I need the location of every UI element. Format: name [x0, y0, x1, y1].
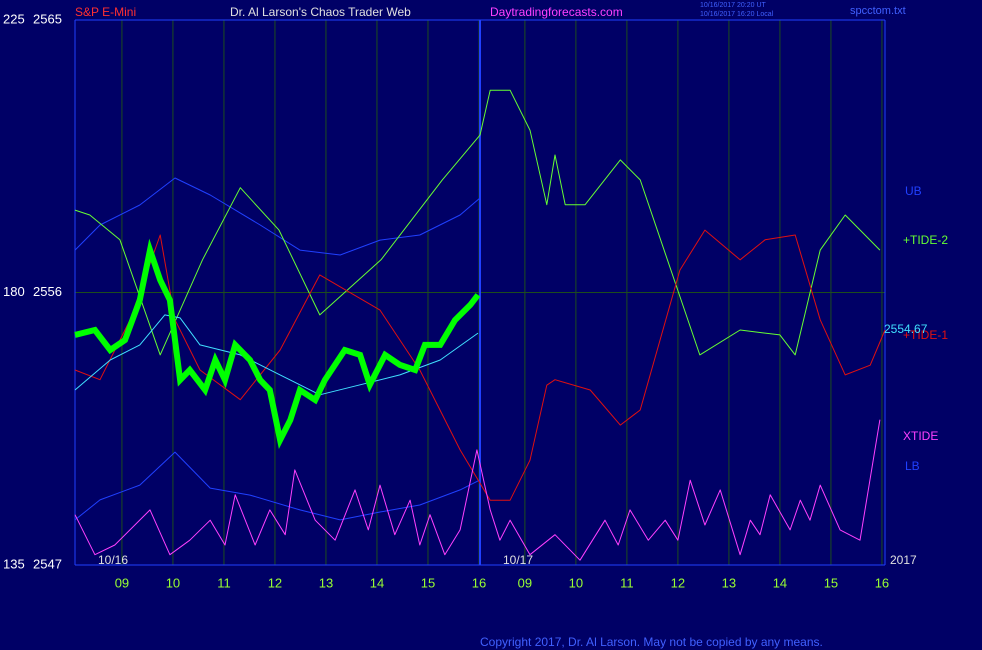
instrument: S&P E-Mini [75, 5, 136, 19]
x-tick-label: 12 [268, 575, 282, 590]
y-tick-label: 2547 [33, 556, 62, 571]
series-line [74, 89, 881, 356]
footer: Copyright 2017, Dr. Al Larson. May not b… [480, 635, 823, 649]
x-tick-label: 10 [569, 575, 583, 590]
y-tick-label: 2556 [33, 284, 62, 299]
chart-title: Dr. Al Larson's Chaos Trader Web [230, 5, 411, 19]
y2-tick-label: 135 [3, 556, 25, 571]
series-line [74, 451, 481, 521]
date-label: 10/16 [98, 553, 128, 567]
year-label: 2017 [890, 553, 917, 567]
series-line [74, 238, 481, 449]
series-line [74, 419, 881, 561]
x-tick-label: 10 [166, 575, 180, 590]
series-group [74, 89, 886, 561]
y2-tick-label: 180 [3, 284, 25, 299]
x-tick-label: 13 [722, 575, 736, 590]
y-tick-label: 2565 [33, 11, 62, 26]
legend-label: XTIDE [903, 429, 938, 443]
x-tick-label: 11 [217, 575, 231, 590]
y2-tick-label: 225 [3, 11, 25, 26]
label-group: 09 10 11 12 13 14 15 16 09 10 11 12 13 14 15 16 2547 2556… [3, 11, 948, 590]
x-tick-label: 12 [671, 575, 685, 590]
x-tick-label: 14 [370, 575, 384, 590]
x-tick-label: 09 [518, 575, 532, 590]
legend-label: +TIDE-2 [903, 233, 948, 247]
series-line [74, 229, 886, 501]
series-line [74, 177, 481, 256]
x-tick-label: 15 [824, 575, 838, 590]
legend-label: UB [905, 184, 922, 198]
x-tick-label: 09 [115, 575, 129, 590]
x-tick-label: 13 [319, 575, 333, 590]
x-tick-label: 14 [773, 575, 787, 590]
date-label: 10/17 [503, 553, 533, 567]
timestamp: 10/16/2017 20:20 UT [700, 2, 766, 9]
timestamp: 10/16/2017 16:20 Local [700, 11, 774, 18]
filename: spcctom.txt [850, 5, 906, 17]
last-price: 2554.67 [884, 322, 928, 336]
x-tick-label: 16 [875, 575, 889, 590]
legend-label: LB [905, 459, 920, 473]
series-line [74, 314, 479, 396]
x-tick-label: 15 [421, 575, 435, 590]
x-tick-label: 11 [620, 575, 634, 590]
website: Daytradingforecasts.com [490, 5, 623, 19]
legend-label: +TIDE-1 [903, 328, 948, 342]
x-tick-label: 16 [472, 575, 486, 590]
